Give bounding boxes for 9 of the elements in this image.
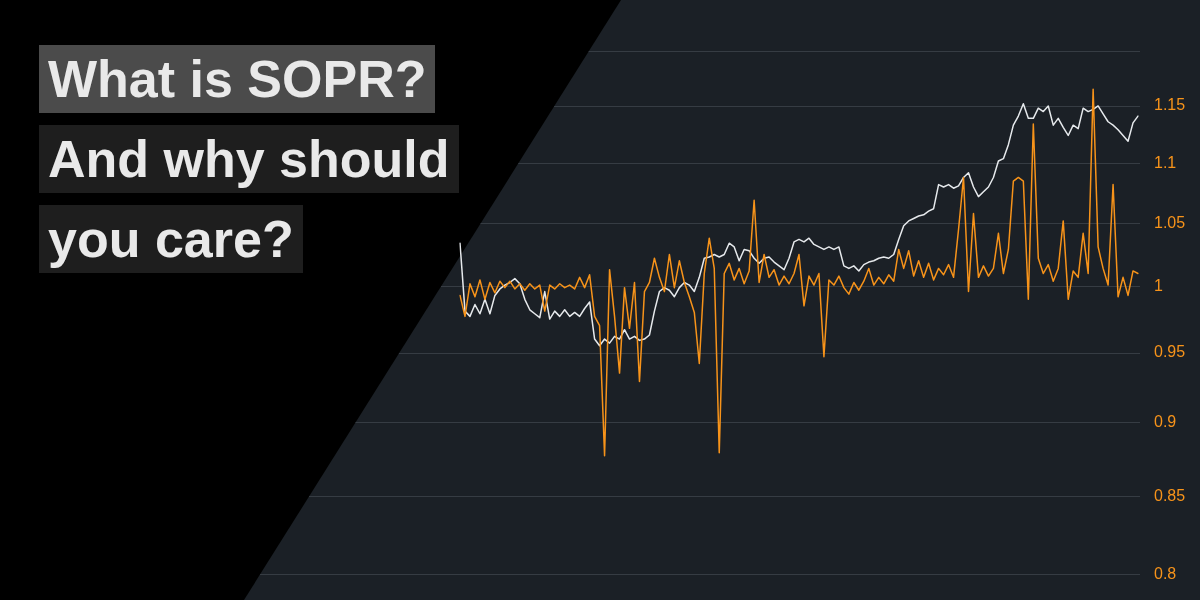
y-tick-label: 0.95 bbox=[1154, 342, 1186, 360]
y-tick-label: 1.05 bbox=[1154, 213, 1186, 231]
text: What is SOPR? And why should you care? bbox=[47, 49, 451, 270]
y-tick-label: 1 bbox=[1154, 276, 1163, 294]
y-tick-label: 0.8 bbox=[1154, 564, 1177, 582]
y-tick-label: 0.9 bbox=[1154, 412, 1177, 430]
y-tick-label: 0.85 bbox=[1154, 486, 1186, 504]
y-tick-label: 1.15 bbox=[1154, 96, 1186, 114]
y-tick-label: 1.1 bbox=[1154, 153, 1177, 171]
